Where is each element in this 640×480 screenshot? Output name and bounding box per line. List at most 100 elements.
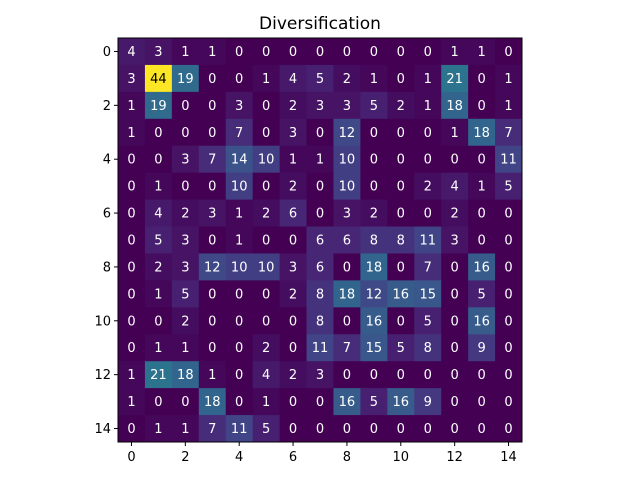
heatmap-cell-10-12	[441, 307, 469, 335]
cell-value-label-9-10: 16	[393, 287, 410, 302]
heatmap-cell-2-1	[144, 91, 173, 120]
cell-value-label-4-0: 0	[127, 153, 135, 168]
cell-value-label-5-14: 5	[504, 180, 512, 195]
cell-value-label-6-9: 2	[370, 207, 378, 222]
cell-value-label-5-2: 0	[181, 180, 189, 195]
y-tick-label-8: 8	[103, 260, 111, 275]
cell-value-label-12-9: 0	[370, 368, 378, 383]
heatmap-cell-2-0	[118, 91, 146, 120]
x-tick-label-2: 2	[181, 450, 189, 465]
cell-value-label-3-7: 0	[316, 126, 324, 141]
heatmap-cell-11-13	[468, 334, 496, 362]
heatmap-cell-3-10	[387, 118, 415, 147]
heatmap-cell-2-5	[252, 91, 281, 120]
heatmap-cell-9-5	[252, 280, 281, 308]
heatmap-cell-2-3	[198, 91, 227, 120]
cell-value-label-0-5: 0	[262, 45, 270, 60]
cell-value-label-13-14: 0	[504, 395, 512, 410]
heatmap-cell-13-8	[333, 388, 361, 416]
heatmap-cell-14-4	[225, 415, 254, 443]
heatmap-cell-6-2	[171, 199, 200, 228]
cell-value-label-9-6: 2	[289, 287, 297, 302]
cell-value-label-12-4: 0	[235, 368, 243, 383]
cell-value-label-3-6: 3	[289, 126, 297, 141]
heatmap-cell-7-3	[198, 226, 227, 254]
cell-value-label-11-12: 0	[451, 341, 459, 356]
heatmap-cell-3-8	[333, 118, 361, 147]
heatmap-cell-2-7	[306, 91, 334, 120]
cell-value-label-12-13: 0	[477, 368, 485, 383]
cell-value-label-12-3: 1	[208, 368, 216, 383]
y-tick-label-4: 4	[103, 153, 111, 168]
cell-value-label-8-14: 0	[504, 260, 512, 275]
cell-value-label-13-1: 0	[154, 395, 162, 410]
cell-value-label-11-14: 0	[504, 341, 512, 356]
cell-value-label-1-12: 21	[446, 72, 463, 87]
cell-value-label-12-2: 18	[177, 368, 194, 383]
heatmap-cell-1-6	[279, 64, 308, 93]
heatmap-cell-10-6	[279, 307, 308, 335]
heatmap-cell-8-0	[118, 253, 146, 281]
heatmap-cell-3-0	[118, 118, 146, 147]
cell-value-label-9-12: 0	[451, 287, 459, 302]
heatmap-cell-8-4	[225, 253, 254, 281]
heatmap-cell-7-0	[118, 226, 146, 254]
heatmap-cell-8-2	[171, 253, 200, 281]
cell-value-label-2-6: 2	[289, 99, 297, 114]
heatmap-cell-9-13	[468, 280, 496, 308]
cell-value-label-14-5: 5	[262, 422, 270, 437]
cell-value-label-2-7: 3	[316, 99, 324, 114]
heatmap-cell-4-10	[387, 145, 415, 174]
heatmap-cell-9-10	[387, 280, 415, 308]
cell-value-label-8-1: 2	[154, 260, 162, 275]
heatmap-cell-12-7	[306, 361, 334, 389]
heatmap-cell-7-7	[306, 226, 334, 254]
cell-value-label-5-3: 0	[208, 180, 216, 195]
cell-value-label-5-8: 10	[339, 180, 356, 195]
heatmap-cell-9-6	[279, 280, 308, 308]
cell-value-label-2-12: 18	[446, 99, 463, 114]
heatmap-cell-13-14	[495, 388, 523, 416]
cell-value-label-1-5: 1	[262, 72, 270, 87]
cell-value-label-13-0: 1	[127, 395, 135, 410]
heatmap-cell-5-12	[441, 172, 469, 201]
heatmap-cell-12-13	[468, 361, 496, 389]
cell-value-label-0-3: 1	[208, 45, 216, 60]
cell-value-label-8-12: 0	[451, 260, 459, 275]
heatmap-cell-9-4	[225, 280, 254, 308]
cell-value-label-9-9: 12	[366, 287, 383, 302]
cell-value-label-8-11: 7	[424, 260, 432, 275]
heatmap-cell-13-5	[252, 388, 281, 416]
cell-value-label-5-9: 0	[370, 180, 378, 195]
cell-value-label-11-1: 1	[154, 341, 162, 356]
heatmap-cell-11-6	[279, 334, 308, 362]
y-tick-label-0: 0	[103, 45, 111, 60]
heatmap-cell-7-9	[360, 226, 388, 254]
cell-value-label-14-7: 0	[316, 422, 324, 437]
cell-value-label-1-0: 3	[127, 72, 135, 87]
cell-value-label-9-2: 5	[181, 287, 189, 302]
heatmap-cell-0-7	[306, 38, 334, 66]
heatmap-cell-5-3	[198, 172, 227, 201]
cell-value-label-0-7: 0	[316, 45, 324, 60]
heatmap-cell-10-4	[225, 307, 254, 335]
cell-value-label-8-2: 3	[181, 260, 189, 275]
heatmap-cell-3-1	[144, 118, 173, 147]
heatmap-cell-4-13	[468, 145, 496, 174]
cell-value-label-7-6: 0	[289, 234, 297, 249]
heatmap-cell-0-11	[414, 38, 442, 66]
cell-value-label-9-3: 0	[208, 287, 216, 302]
heatmap-cell-4-3	[198, 145, 227, 174]
cell-value-label-9-8: 18	[339, 287, 356, 302]
heatmap-cell-12-4	[225, 361, 254, 389]
heatmap-cell-14-3	[198, 415, 227, 443]
cell-value-label-12-0: 1	[127, 368, 135, 383]
heatmap-cell-6-1	[144, 199, 173, 228]
y-axis: 0 2 4 6 8 10 12 14	[94, 45, 118, 437]
cell-value-label-11-13: 9	[477, 341, 485, 356]
cell-value-label-9-0: 0	[127, 287, 135, 302]
cell-value-label-3-11: 0	[424, 126, 432, 141]
cell-value-label-11-4: 0	[235, 341, 243, 356]
x-tick-label-4: 4	[235, 450, 243, 465]
heatmap-cell-3-9	[360, 118, 388, 147]
